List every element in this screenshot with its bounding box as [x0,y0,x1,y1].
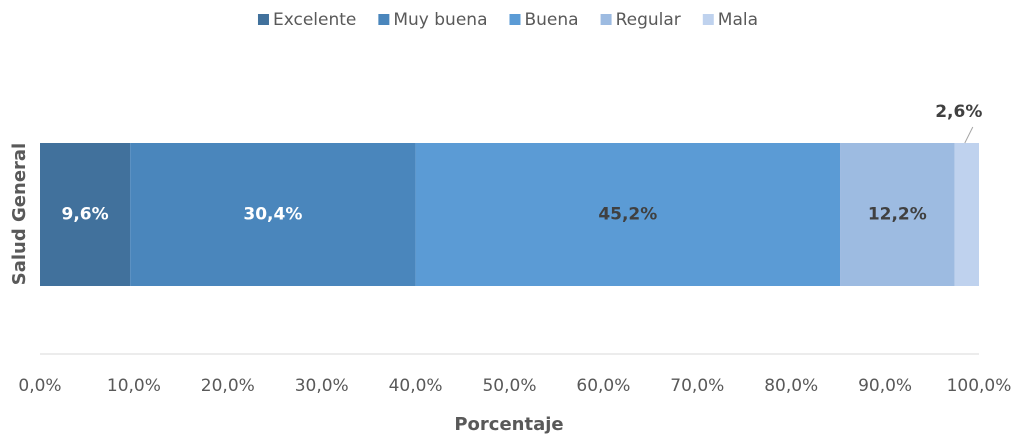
leader-line [964,126,974,144]
x-tick-label: 60,0% [576,376,630,396]
data-label: 2,6% [935,102,982,122]
legend-label: Excelente [273,10,356,30]
x-tick-label: 30,0% [295,376,349,396]
bar-segment [415,143,841,286]
x-tick-label: 50,0% [482,376,536,396]
legend-swatch [509,14,521,25]
legend-label: Muy buena [393,10,487,30]
legend-swatch [378,14,390,25]
x-tick-label: 100,0% [947,376,1012,396]
bar-segment [130,143,416,286]
x-tick-label: 90,0% [858,376,912,396]
x-tick-label: 70,0% [670,376,724,396]
data-label: 12,2% [868,205,927,225]
legend-swatch [257,14,269,25]
y-axis-label: Salud General [9,143,30,285]
bar-segment [954,143,979,286]
legend-label: Buena [524,10,578,30]
x-tick-label: 10,0% [107,376,161,396]
x-tick-label: 80,0% [764,376,818,396]
data-label: 30,4% [243,205,302,225]
legend-label: Regular [616,10,681,30]
bar-segment [40,143,131,286]
x-tick-label: 20,0% [201,376,255,396]
legend-swatch [600,14,612,25]
x-tick-label: 40,0% [389,376,443,396]
legend-label: Mala [718,10,758,30]
data-label: 9,6% [61,205,108,225]
data-label: 45,2% [598,205,657,225]
x-tick-label: 0,0% [18,376,61,396]
x-axis-label: Porcentaje [454,414,563,435]
bar-segment [840,143,955,286]
legend-swatch [702,14,714,25]
